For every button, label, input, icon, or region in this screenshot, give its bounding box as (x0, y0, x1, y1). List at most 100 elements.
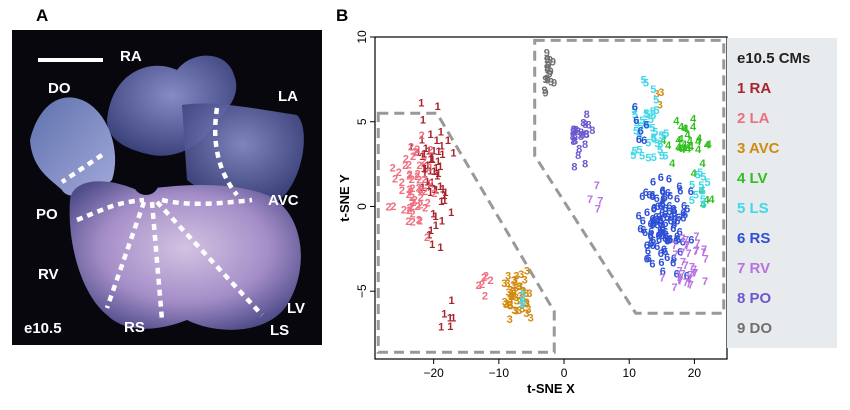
data-point-6: 6 (659, 225, 665, 237)
data-point-6: 6 (636, 134, 642, 146)
data-point-3: 3 (510, 288, 516, 300)
data-point-6: 6 (666, 206, 672, 218)
data-point-2: 2 (417, 199, 423, 211)
data-point-6: 6 (640, 216, 646, 228)
data-point-7: 7 (683, 277, 689, 289)
panel-b-letter: B (336, 6, 349, 25)
data-point-3: 3 (507, 299, 513, 311)
data-point-2: 2 (407, 169, 413, 181)
data-point-7: 7 (685, 248, 691, 260)
data-point-6: 6 (660, 185, 666, 197)
data-point-6: 6 (642, 227, 648, 239)
data-point-4: 4 (696, 133, 703, 145)
data-point-8: 8 (585, 119, 591, 131)
data-point-4: 4 (708, 194, 715, 206)
data-point-1: 1 (418, 97, 424, 109)
data-point-6: 6 (673, 236, 679, 248)
data-point-1: 1 (450, 148, 456, 160)
x-tick-label: 0 (561, 366, 568, 380)
data-point-7: 7 (702, 276, 708, 288)
data-point-7: 7 (679, 233, 685, 245)
data-point-1: 1 (431, 166, 437, 178)
data-point-6: 6 (657, 200, 663, 212)
data-point-1: 1 (426, 145, 432, 157)
data-point-2: 2 (416, 174, 422, 186)
data-point-9: 9 (547, 55, 553, 67)
data-point-3: 3 (523, 308, 529, 320)
data-point-5: 5 (643, 108, 649, 120)
data-point-4: 4 (679, 144, 686, 156)
data-point-4: 4 (685, 141, 692, 153)
data-point-3: 3 (505, 271, 511, 283)
data-point-2: 2 (385, 202, 391, 214)
data-point-6: 6 (659, 230, 665, 242)
data-point-2: 2 (481, 272, 487, 284)
data-point-7: 7 (701, 247, 707, 259)
data-point-6: 6 (668, 215, 674, 227)
data-point-5: 5 (659, 151, 665, 163)
data-point-6: 6 (638, 125, 644, 137)
data-point-2: 2 (417, 184, 423, 196)
data-point-6: 6 (649, 191, 655, 203)
data-point-6: 6 (664, 231, 670, 243)
data-point-7: 7 (701, 244, 707, 256)
data-point-4: 4 (676, 143, 683, 155)
data-point-2: 2 (390, 201, 396, 213)
data-point-4: 4 (704, 140, 711, 152)
data-point-1: 1 (439, 215, 445, 227)
label-lv: LV (287, 300, 306, 317)
data-point-6: 6 (676, 212, 682, 224)
data-point-2: 2 (403, 154, 409, 166)
data-point-6: 6 (660, 222, 666, 234)
data-point-1: 1 (424, 160, 430, 172)
data-point-6: 6 (669, 212, 675, 224)
data-point-1: 1 (438, 321, 444, 333)
y-tick-label: 5 (355, 118, 369, 125)
label-ra: RA (120, 48, 142, 65)
data-point-6: 6 (658, 257, 664, 269)
data-point-3: 3 (503, 299, 509, 311)
data-point-6: 6 (662, 209, 668, 221)
data-point-6: 6 (662, 203, 668, 215)
data-point-6: 6 (648, 219, 654, 231)
data-point-2: 2 (476, 280, 482, 292)
panel-a-letter: A (36, 6, 49, 25)
data-point-2: 2 (414, 144, 420, 156)
data-point-1: 1 (439, 149, 445, 161)
data-point-6: 6 (636, 210, 642, 222)
data-point-7: 7 (597, 195, 603, 207)
data-point-4: 4 (699, 158, 706, 170)
data-point-8: 8 (584, 109, 590, 121)
data-point-7: 7 (686, 273, 692, 285)
data-point-6: 6 (671, 205, 677, 217)
data-point-3: 3 (528, 313, 534, 325)
data-point-1: 1 (432, 184, 438, 196)
data-point-6: 6 (644, 253, 650, 265)
data-point-6: 6 (660, 266, 666, 278)
data-point-3: 3 (511, 305, 517, 317)
data-point-2: 2 (402, 160, 408, 172)
data-point-2: 2 (407, 202, 413, 214)
data-point-6: 6 (680, 212, 686, 224)
data-point-5: 5 (630, 150, 636, 162)
data-point-9: 9 (548, 77, 554, 89)
data-point-2: 2 (410, 151, 416, 163)
data-point-1: 1 (441, 190, 447, 202)
data-point-4: 4 (687, 136, 694, 148)
heart-micrograph: RA DO LA AVC PO RV LV RS LS e10.5 (12, 30, 322, 345)
data-point-1: 1 (429, 239, 435, 251)
data-point-6: 6 (650, 214, 656, 226)
data-point-2: 2 (425, 198, 431, 210)
data-point-6: 6 (643, 187, 649, 199)
data-point-2: 2 (482, 291, 488, 303)
data-point-1: 1 (419, 134, 425, 146)
data-point-6: 6 (641, 135, 647, 147)
data-point-7: 7 (693, 231, 699, 243)
data-point-6: 6 (675, 234, 681, 246)
data-point-3: 3 (506, 287, 512, 299)
data-point-6: 6 (682, 209, 688, 221)
data-point-3: 3 (518, 269, 524, 281)
data-point-1: 1 (434, 135, 440, 147)
data-point-6: 6 (633, 115, 639, 127)
data-point-7: 7 (693, 246, 699, 258)
